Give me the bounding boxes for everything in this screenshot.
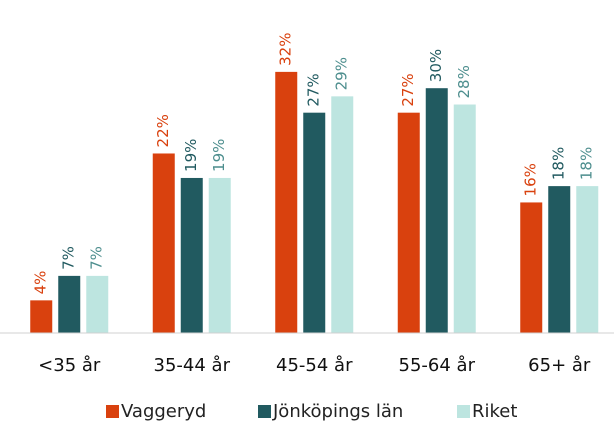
bar: [58, 275, 81, 333]
bar: [180, 177, 203, 333]
bar: [303, 112, 326, 334]
x-tick-label: 35-44 år: [154, 355, 231, 376]
data-label: 30%: [427, 49, 445, 82]
data-label: 28%: [455, 65, 473, 98]
bar: [275, 71, 298, 333]
bar: [331, 96, 354, 333]
data-label: 32%: [277, 33, 295, 66]
bar: [453, 104, 476, 334]
legend-label: Riket: [472, 401, 517, 422]
data-label: 7%: [88, 246, 106, 270]
legend-swatch: [457, 405, 470, 418]
x-tick-label: <35 år: [38, 355, 101, 376]
data-label: 27%: [305, 73, 323, 106]
legend-swatch: [106, 405, 119, 418]
bar: [520, 202, 543, 333]
data-label: 18%: [578, 147, 596, 180]
bar: [208, 177, 231, 333]
data-label: 7%: [60, 246, 78, 270]
legend-swatch: [258, 405, 271, 418]
data-label: 16%: [522, 163, 540, 196]
bar: [548, 186, 571, 333]
legend-label: Jönköpings län: [272, 401, 403, 422]
data-label: 18%: [550, 147, 568, 180]
data-label: 4%: [32, 271, 50, 295]
data-label: 19%: [210, 139, 228, 172]
x-tick-label: 65+ år: [528, 355, 591, 376]
data-label: 22%: [154, 114, 172, 147]
legend-label: Vaggeryd: [121, 401, 206, 422]
data-label: 27%: [399, 73, 417, 106]
bar: [86, 275, 109, 333]
bar: [425, 88, 448, 333]
bar: [152, 153, 175, 333]
bar: [30, 300, 53, 333]
x-tick-label: 45-54 år: [276, 355, 353, 376]
data-label: 19%: [182, 139, 200, 172]
bar: [576, 186, 599, 333]
bar: [397, 112, 420, 334]
x-tick-label: 55-64 år: [399, 355, 476, 376]
data-label: 29%: [333, 57, 351, 90]
